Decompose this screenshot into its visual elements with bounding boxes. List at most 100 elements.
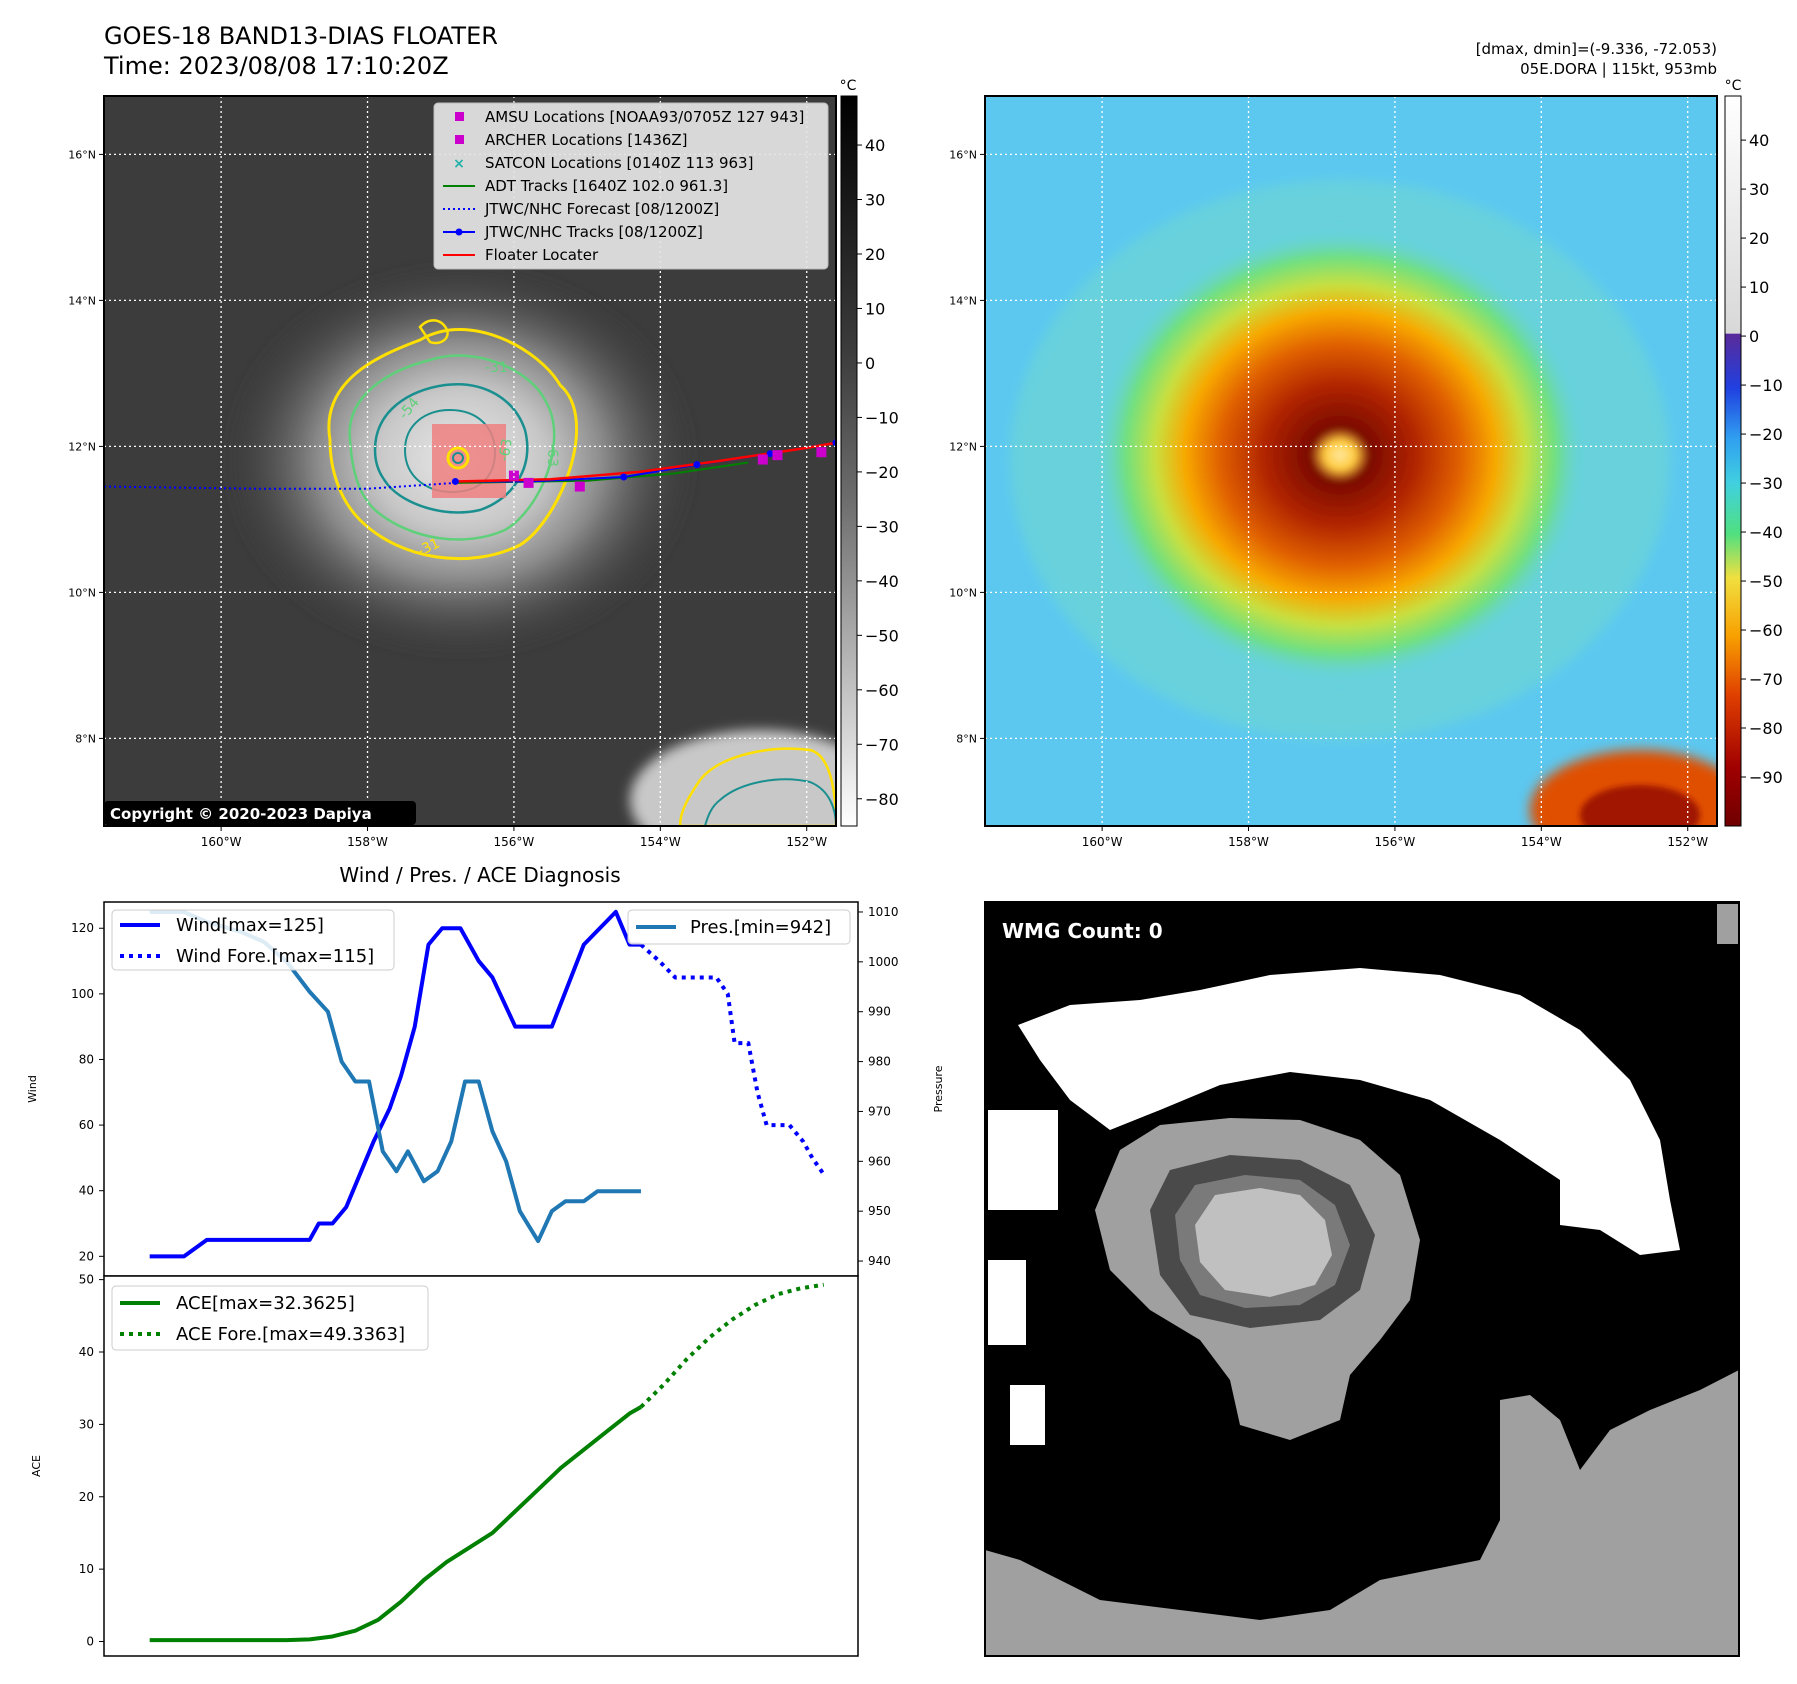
contour-yellow-band [418,319,449,345]
x-tick-label: 160°W [1082,835,1123,849]
legend-label: JTWC/NHC Tracks [08/1200Z] [484,223,703,241]
colorbar-tick-label: −70 [865,735,899,754]
ace-y-tick-label: 0 [86,1635,94,1649]
wmg-corner-gray [1717,904,1739,944]
colorbar-tick-label: −50 [1749,572,1783,591]
contour-green [348,354,556,541]
colorbar-tick-label: 10 [865,299,885,318]
colorbar-tick-label: 10 [1749,278,1769,297]
colorbar-tick-label: −50 [865,626,899,645]
ace-legend [111,1285,429,1351]
wmg-eye [1195,1188,1332,1297]
copyright-label: Copyright © 2020-2023 Dapiya [110,805,372,823]
x-tick-label: 160°W [201,835,242,849]
contour-label: -31 [485,360,508,376]
wind-y-tick-label: 120 [71,921,94,935]
ace-series-line [149,1405,642,1643]
amsu-marker [757,454,768,465]
ace-forecast-line [639,1282,825,1409]
contour-yellow [327,328,578,561]
wmg-cloud-patch [1010,1385,1045,1445]
legend-label: Floater Locater [485,246,599,264]
jtwc-track-point [693,461,701,469]
map-frame [984,95,1718,827]
y-tick-label: 16°N [949,148,977,161]
jtwc-track-point [620,473,628,481]
colorbar-tick-label: 40 [1749,131,1769,150]
jtwc-track-point [766,450,774,458]
colorbar-gradient [1724,95,1742,827]
x-tick-label: 156°W [1375,835,1416,849]
ace-y-tick-label: 10 [79,1562,94,1576]
archer-marker [574,481,585,492]
y-tick-label: 10°N [68,586,96,599]
colorbar-tick-label: −60 [865,681,899,700]
amsu-marker [772,450,783,461]
legend-label: JTWC/NHC Forecast [08/1200Z] [484,200,719,218]
dmax-dmin-label: [dmax, dmin]=(-9.336, -72.053) [1476,40,1717,58]
wind-y-tick-label: 20 [79,1249,94,1263]
amsu-marker [816,447,827,458]
legend-marker-dot [455,228,463,236]
colorbar-tick-label: 30 [1749,180,1769,199]
legend-label: SATCON Locations [0140Z 113 963] [485,154,753,172]
x-tick-label: 152°W [786,835,827,849]
x-tick-label: 152°W [1667,835,1708,849]
archer-marker [523,477,534,488]
colorbar-tick-label: −60 [1749,621,1783,640]
map-legend: AMSU Locations [NOAA93/0705Z 127 943] ARC… [433,102,829,270]
colorbar-tick-label: −40 [1749,523,1783,542]
legend-label: ACE[max=32.3625] [176,1293,355,1314]
colorbar-tick-label: −20 [1749,425,1783,444]
colorbar-tick-label: 40 [865,136,885,155]
ace-axis-label: ACE [30,1455,43,1477]
y-tick-label: 14°N [949,294,977,307]
wind-series-line [149,909,641,1259]
wmg-lower-gray [985,1370,1739,1656]
colorbar-tick-label: 0 [865,354,875,373]
colorbar-tick-label: 20 [865,245,885,264]
wmg-frame [984,901,1740,1657]
y-tick-label: 14°N [68,294,96,307]
y-tick-label: 12°N [68,440,96,453]
wind-y-tick-label: 100 [71,987,94,1001]
wind-y-tick-label: 40 [79,1184,94,1198]
ace-y-tick-label: 50 [79,1273,94,1287]
colorbar-tick-label: −80 [1749,719,1783,738]
colorbar-tick-label: 20 [1749,229,1769,248]
x-tick-label: 158°W [1228,835,1269,849]
legend-label: ACE Fore.[max=49.3363] [176,1324,405,1345]
eye-contour-inner [452,452,464,464]
wmg-count-label: WMG Count: 0 [1002,919,1163,943]
colorbar-tick-label: 0 [1749,327,1759,346]
figure-time: Time: 2023/08/08 17:10:20Z [103,52,449,80]
wind-y-tick-label: 80 [79,1052,94,1066]
legend-label: Pres.[min=942] [690,917,831,938]
y-tick-label: 16°N [68,148,96,161]
y-tick-label: 10°N [949,586,977,599]
contour-teal [373,382,529,514]
contour-label: -63 [496,437,516,462]
legend-marker-square [455,112,464,121]
map-gridlines [985,96,1717,826]
pressure-y-tick-label: 960 [868,1154,891,1168]
convection-se-core [1580,785,1700,826]
pressure-y-tick-label: 990 [868,1005,891,1019]
legend-label: ARCHER Locations [1436Z] [485,131,688,149]
eye-contour [446,446,470,470]
ir-enhanced-panel: 160°W 158°W 156°W 154°W 152°W 16°N 14°N 12°N 10°… [949,95,1718,849]
colorbar-tick-label: −80 [865,790,899,809]
wind-axis-label: Wind [26,1075,39,1103]
wind-forecast-line [639,943,826,1176]
wmg-panel: WMG Count: 0 [984,901,1740,1657]
colorbar-unit: °C [840,78,857,94]
wmg-cloud-patch [988,1260,1026,1345]
pressure-y-tick-label: 1010 [868,905,899,919]
x-tick-label: 154°W [640,835,681,849]
pressure-y-tick-label: 980 [868,1055,891,1069]
ace-chart: 0 10 20 30 40 50 ACE ACE[max=32.3625] ACE For… [30,1273,859,1657]
map-frame [103,95,837,827]
ace-y-tick-label: 20 [79,1490,94,1504]
legend-box [433,102,829,270]
